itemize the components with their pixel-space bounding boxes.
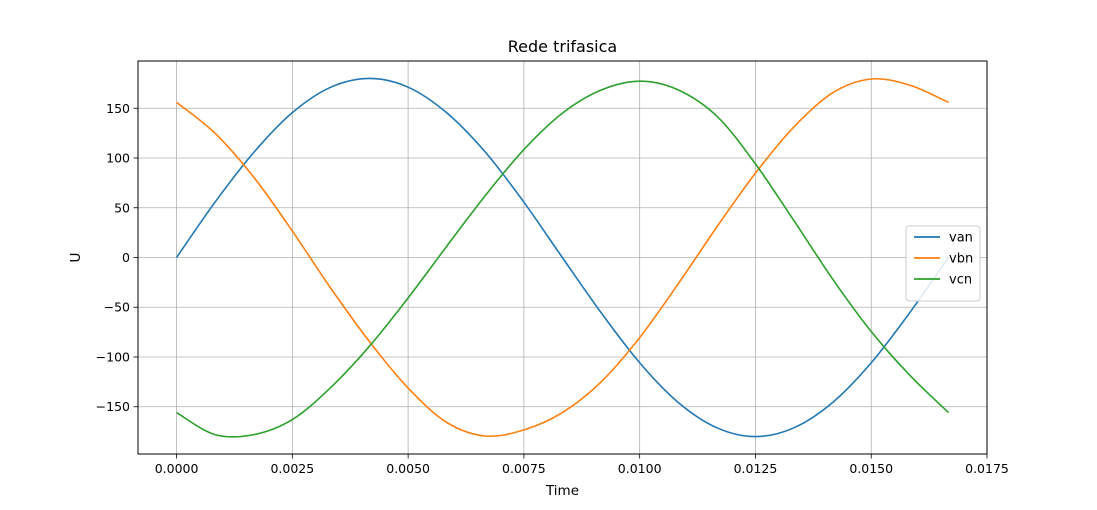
x-tick-label: 0.0000 bbox=[155, 461, 199, 476]
x-tick-label: 0.0075 bbox=[502, 461, 546, 476]
x-tick-label: 0.0175 bbox=[965, 461, 1009, 476]
x-tick-label: 0.0025 bbox=[270, 461, 314, 476]
legend-label-vcn: vcn bbox=[949, 273, 972, 288]
axis-ticks: 0.0000 0.0025 0.0050 0.0075 0.0100 0.0125 0.01… bbox=[96, 101, 1009, 476]
x-tick-label: 0.0100 bbox=[618, 461, 662, 476]
legend-label-vbn: vbn bbox=[949, 252, 973, 267]
y-tick-label: −50 bbox=[104, 300, 130, 315]
legend-label-van: van bbox=[949, 231, 973, 246]
y-tick-label: 150 bbox=[106, 101, 130, 116]
y-tick-label: −150 bbox=[96, 399, 130, 414]
y-tick-label: 0 bbox=[122, 250, 130, 265]
series-line-van bbox=[175, 77, 950, 438]
x-tick-label: 0.0125 bbox=[734, 461, 778, 476]
chart-title: Rede trifasica bbox=[508, 37, 617, 56]
series-line-vcn bbox=[176, 80, 950, 438]
x-axis-label: Time bbox=[545, 483, 579, 499]
y-tick-label: 50 bbox=[114, 200, 130, 215]
series-line-vbn bbox=[176, 77, 949, 438]
y-axis-label: U bbox=[68, 253, 84, 263]
y-tick-label: 100 bbox=[106, 151, 130, 166]
y-tick-label: −100 bbox=[96, 349, 130, 364]
legend: van vbn vcn bbox=[905, 225, 981, 302]
legend-box bbox=[905, 225, 981, 302]
x-tick-label: 0.0050 bbox=[386, 461, 430, 476]
series-lines bbox=[175, 77, 950, 438]
x-tick-label: 0.0150 bbox=[849, 461, 893, 476]
